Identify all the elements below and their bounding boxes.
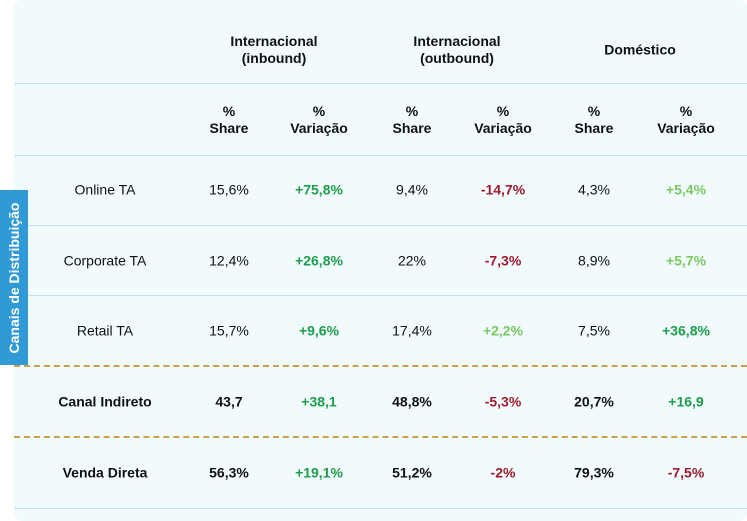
side-tab: Canais de Distribuição [0, 190, 28, 365]
cell: 12,4% [209, 252, 249, 269]
cell: +38,1 [301, 393, 337, 410]
cell: 56,3% [209, 464, 249, 481]
cell: +16,9 [668, 393, 704, 410]
rule [14, 225, 747, 226]
row-label: Online TA [74, 181, 136, 198]
group-header: Internacional (inbound) [230, 33, 318, 66]
cell: 48,8% [392, 393, 432, 410]
sub-header: % Variação [657, 103, 715, 136]
row-label: Canal Indireto [58, 393, 152, 410]
cell: +19,1% [295, 464, 343, 481]
cell: 8,9% [578, 252, 610, 269]
cell: 15,7% [209, 322, 249, 339]
cell: 4,3% [578, 181, 610, 198]
cell: -14,7% [480, 181, 526, 198]
cell: 7,5% [578, 322, 610, 339]
group-header: Internacional (outbound) [413, 33, 501, 66]
rule [14, 155, 747, 156]
row-label: Retail TA [76, 322, 134, 339]
dashed-rule [14, 365, 747, 367]
cell: +5,4% [665, 181, 707, 198]
cell: -7,5% [667, 464, 705, 481]
cell: -2% [490, 464, 516, 481]
cell: 20,7% [574, 393, 614, 410]
cell: +9,6% [298, 322, 340, 339]
cell: 9,4% [396, 181, 428, 198]
row-label: Venda Direta [62, 464, 148, 481]
sub-header: % Share [392, 103, 432, 136]
rule [14, 295, 747, 296]
cell: 79,3% [574, 464, 614, 481]
cell: 51,2% [392, 464, 432, 481]
rule [14, 83, 747, 84]
cell: 15,6% [209, 181, 249, 198]
cell: +36,8% [662, 322, 710, 339]
cell: -7,3% [484, 252, 522, 269]
sub-header: % Share [574, 103, 614, 136]
cell: 22% [397, 252, 427, 269]
rule [14, 508, 747, 509]
group-header: Doméstico [604, 41, 676, 58]
cell: 43,7 [215, 393, 243, 410]
cell: +2,2% [482, 322, 524, 339]
side-label: Canais de Distribuição [6, 202, 22, 353]
sub-header: % Variação [290, 103, 348, 136]
cell: +5,7% [665, 252, 707, 269]
cell: +26,8% [295, 252, 343, 269]
panel [14, 0, 747, 521]
sub-header: % Share [209, 103, 249, 136]
dashed-rule [14, 436, 747, 438]
cell: -5,3% [484, 393, 522, 410]
cell: +75,8% [295, 181, 343, 198]
cell: 17,4% [392, 322, 432, 339]
sub-header: % Variação [474, 103, 532, 136]
row-label: Corporate TA [63, 252, 147, 269]
